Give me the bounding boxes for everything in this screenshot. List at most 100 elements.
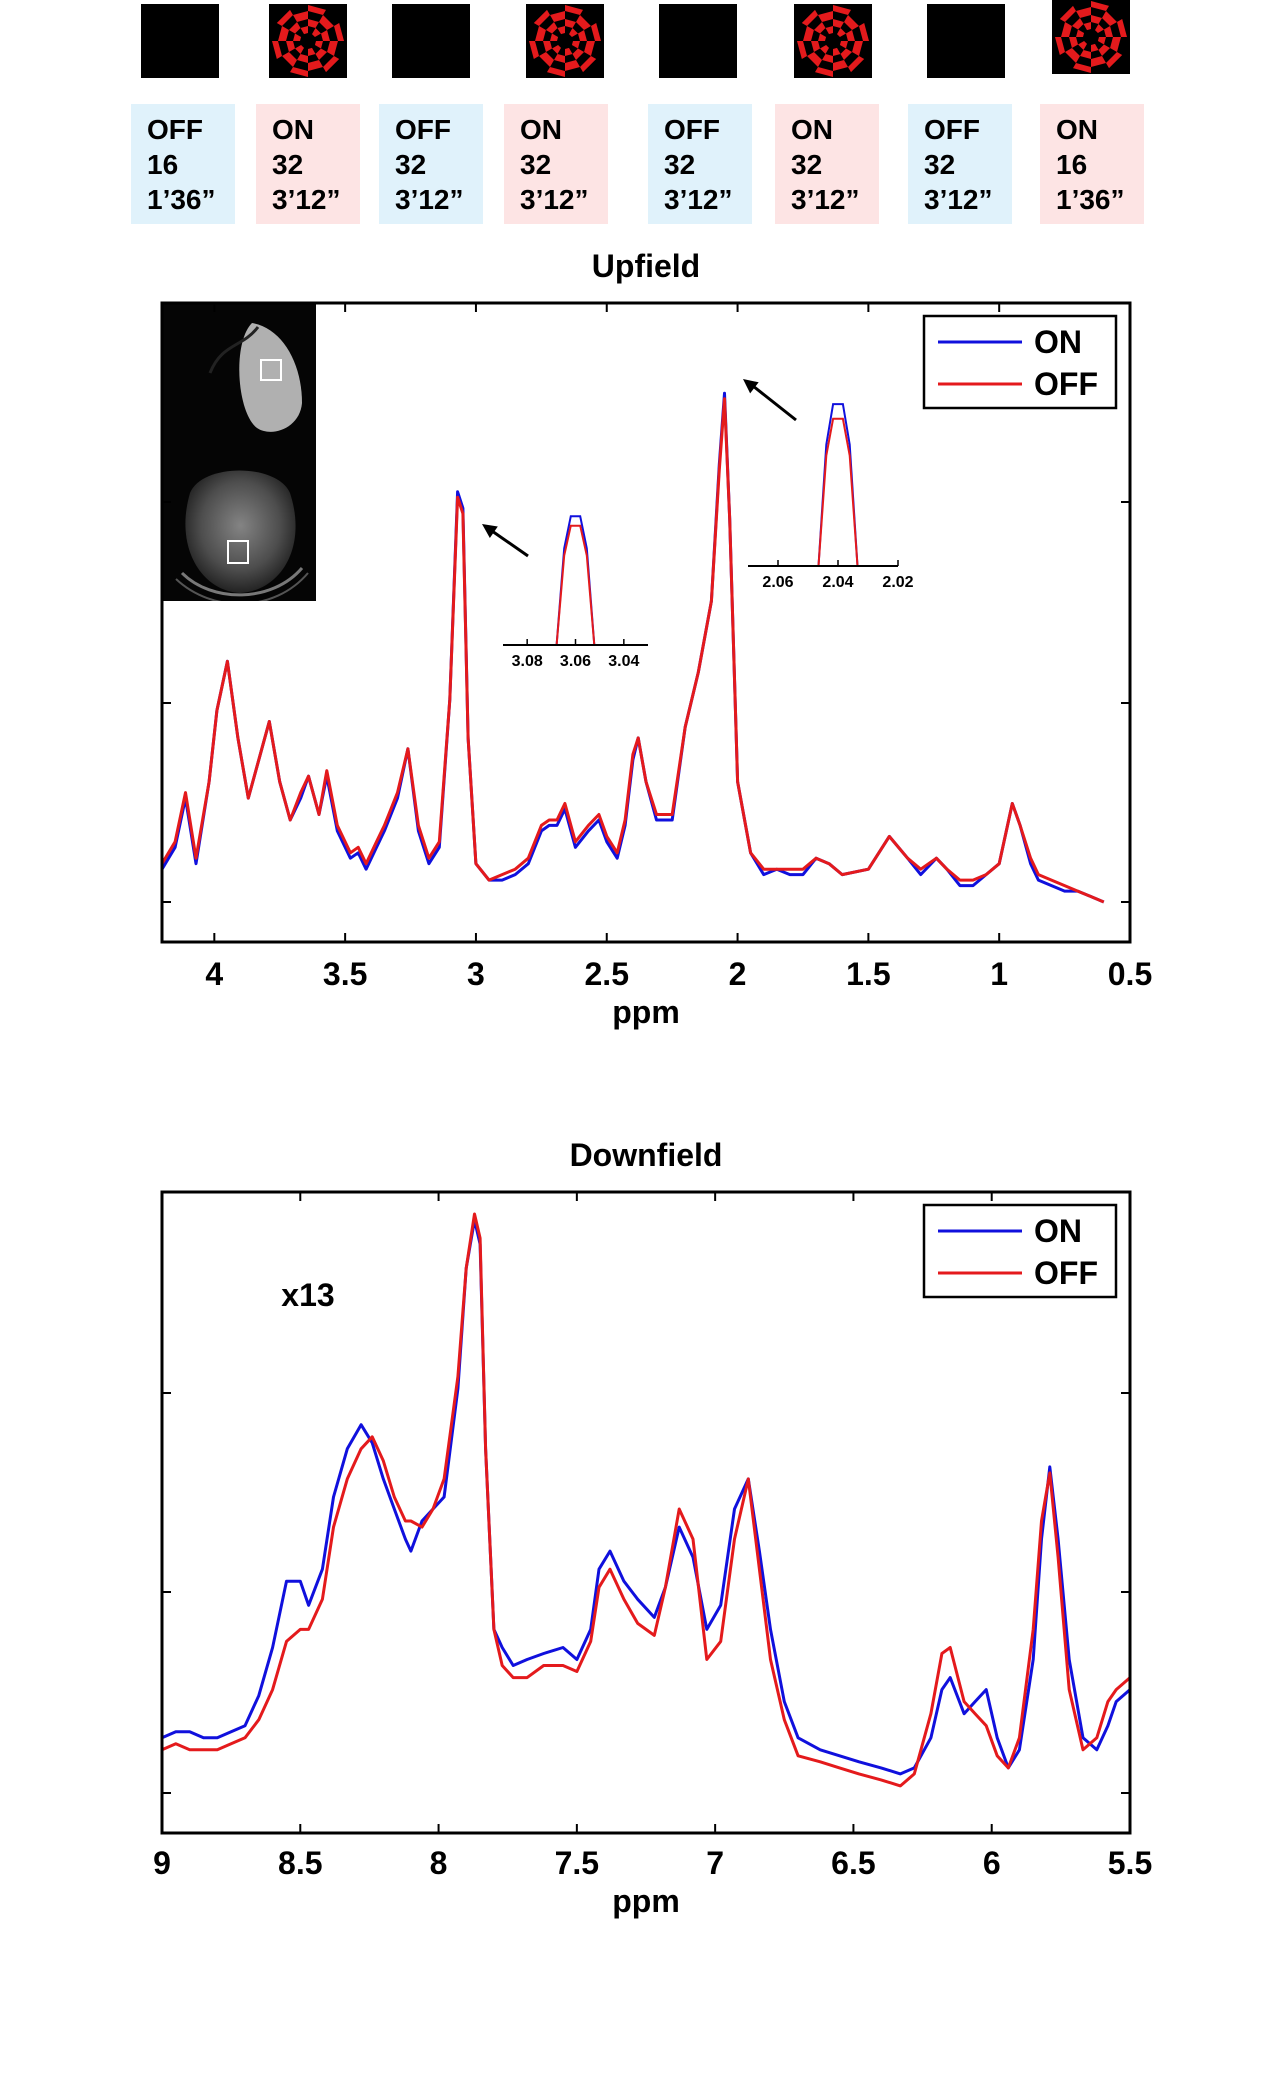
condition-duration: 3’12”	[791, 184, 860, 215]
x-tick-label: 1	[990, 956, 1008, 992]
checkerboard-icon-1	[269, 4, 347, 78]
checkerboard-segment	[1065, 48, 1080, 63]
x-tick-label: 3.5	[323, 956, 367, 992]
checkerboard-segment	[293, 11, 308, 22]
checkerboard-segment	[308, 5, 326, 16]
condition-averages: 16	[1056, 149, 1088, 180]
x-tick-label: 4	[205, 956, 223, 992]
checkerboard-segment	[839, 41, 848, 49]
checkerboard-segment	[565, 19, 576, 29]
checkerboard-icon-4	[1052, 0, 1130, 74]
condition-box: ON 16 1’36”	[1040, 104, 1144, 224]
checkerboard-segment	[590, 23, 601, 41]
condition-averages: 16	[147, 149, 179, 180]
inset-line-on	[555, 515, 596, 646]
checkerboard-segment	[1091, 56, 1106, 67]
checkerboard-segment	[565, 5, 583, 16]
checkerboard-segment	[550, 33, 559, 41]
condition-box: OFF 16 1’36”	[131, 104, 235, 224]
checkerboard-segment	[315, 48, 328, 61]
checkerboard-segment	[833, 47, 841, 56]
checkerboard-segment	[577, 30, 587, 41]
x-axis-label: ppm	[612, 994, 680, 1030]
series-line-on	[161, 1218, 1131, 1776]
inset-tick-label: 2.06	[762, 574, 793, 591]
condition-state: OFF	[664, 114, 720, 145]
block-off-3	[659, 4, 737, 78]
condition-duration: 1’36”	[147, 184, 216, 215]
legend-label: ON	[1034, 324, 1082, 360]
checkerboard-segment	[1080, 49, 1091, 59]
brain-mri-image	[162, 303, 316, 601]
checkerboard-segment	[1098, 44, 1111, 57]
checkerboard-segment	[571, 41, 580, 49]
condition-box: ON 32 3’12”	[256, 104, 360, 224]
checkerboard-segment	[295, 45, 304, 54]
checkerboard-segment	[801, 9, 818, 26]
checkerboard-segment	[1091, 15, 1102, 25]
inset-line-off	[817, 417, 859, 567]
checkerboard-segment	[327, 41, 338, 56]
x-tick-label: 0.5	[1108, 956, 1152, 992]
condition-averages: 32	[272, 149, 304, 180]
checkerboard-segment	[820, 45, 829, 54]
checkerboard-segment	[565, 60, 580, 71]
checkerboard-segment	[557, 26, 565, 35]
condition-box: OFF 32 3’12”	[648, 104, 752, 224]
inset-line-on	[817, 403, 859, 567]
x-tick-label: 7.5	[555, 1845, 599, 1881]
condition-state: ON	[520, 114, 562, 145]
checkerboard-segment	[308, 60, 323, 71]
checkerboard-segment	[845, 30, 855, 41]
checkerboard-segment	[1076, 7, 1091, 18]
checkerboard-segment	[1061, 22, 1072, 37]
checkerboard-segment	[1097, 37, 1106, 45]
checkerboard-segment	[833, 60, 848, 71]
zoom-arrow	[491, 529, 529, 558]
condition-averages: 32	[791, 149, 823, 180]
checkerboard-segment	[286, 41, 296, 52]
condition-box: ON 32 3’12”	[775, 104, 879, 224]
series-line-off	[161, 1212, 1131, 1788]
inset-tick-label: 2.04	[822, 574, 853, 591]
checkerboard-segment	[818, 11, 833, 22]
checkerboard-segment	[333, 23, 344, 41]
checkerboard-icon-2	[526, 4, 604, 78]
checkerboard-segment	[807, 52, 822, 67]
checkerboard-segment	[1116, 19, 1127, 37]
checkerboard-segment	[576, 15, 591, 30]
checkerboard-segment	[815, 66, 833, 77]
checkerboard-segment	[1083, 22, 1091, 31]
checkerboard-icon-3	[794, 4, 872, 78]
checkerboard-segment	[822, 53, 833, 63]
checkerboard-segment	[293, 33, 302, 41]
condition-box: ON 32 3’12”	[504, 104, 608, 224]
checkerboard-segment	[276, 9, 293, 26]
checkerboard-segment	[1078, 41, 1087, 50]
checkerboard-segment	[840, 48, 853, 61]
condition-box: OFF 32 3’12”	[908, 104, 1012, 224]
checkerboard-segment	[813, 21, 826, 34]
checkerboard-segment	[565, 47, 573, 56]
legend-label: OFF	[1034, 1255, 1098, 1291]
checkerboard-segment	[535, 26, 546, 41]
checkerboard-segment	[1069, 37, 1079, 48]
inset-tick-label: 3.08	[512, 653, 543, 670]
block-off-2	[392, 4, 470, 78]
checkerboard-segment	[278, 26, 289, 41]
legend-box	[922, 1203, 1118, 1299]
checkerboard-segment	[852, 41, 863, 56]
checkerboard-segment	[288, 21, 301, 34]
legend-label: OFF	[1034, 366, 1098, 402]
checkerboard-segment	[1091, 1, 1109, 12]
checkerboard-segment	[833, 5, 851, 16]
x-tick-label: 8.5	[278, 1845, 322, 1881]
checkerboard-segment	[580, 56, 597, 73]
checkerboard-segment	[833, 19, 844, 29]
condition-state: OFF	[147, 114, 203, 145]
checkerboard-segment	[300, 26, 308, 35]
checkerboard-segment	[547, 66, 565, 77]
condition-duration: 1’36”	[1056, 184, 1125, 215]
checkerboard-segment	[1073, 62, 1091, 73]
chart-title: Downfield	[570, 1137, 723, 1173]
